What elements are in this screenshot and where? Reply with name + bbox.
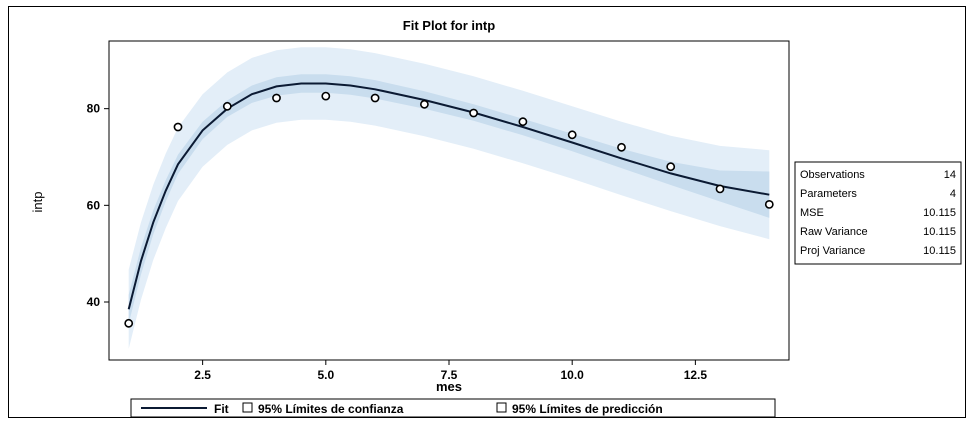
fit-layer	[127, 82, 770, 310]
y-tick-label-2: 60	[87, 198, 101, 212]
y-axis-label: intp	[30, 192, 45, 213]
x-axis-label: mes	[436, 379, 462, 394]
data-point-10	[567, 130, 577, 140]
data-point-4	[272, 93, 281, 103]
legend: Fit 95% Límites de confianza 95% Límites…	[130, 398, 776, 418]
x-axis: 2.5 5.0 7.5 10.0 12.5	[194, 360, 707, 382]
data-point-13	[715, 184, 725, 194]
legend-fit-label: Fit	[214, 402, 229, 416]
chart-title: Fit Plot for intp	[403, 18, 495, 33]
data-point-2	[173, 122, 183, 132]
stats-value-1: 14	[944, 169, 956, 181]
stats-table-border	[794, 161, 962, 265]
data-point-3	[222, 101, 232, 111]
stats-value-3: 10.115	[923, 207, 956, 219]
fit-line	[127, 82, 770, 310]
data-point-6	[370, 93, 380, 103]
data-point-5	[321, 91, 331, 101]
stats-label-2: Parameters	[800, 188, 857, 200]
x-tick-label-3: 7.5	[441, 368, 458, 382]
stats-value-4: 10.115	[923, 226, 956, 238]
stats-label-3: MSE	[800, 207, 824, 219]
y-tick-label-3: 80	[87, 102, 101, 116]
x-tick-label-1: 2.5	[194, 368, 211, 382]
stats-rows: Observations 14 Parameters 4 MSE 10.115 Raw Va…	[800, 169, 956, 257]
data-point-7	[419, 99, 429, 109]
prediction-band	[128, 47, 770, 349]
data-point-12	[666, 162, 676, 172]
legend-confidence-box-symbol	[242, 402, 253, 413]
stats-value-5: 10.115	[923, 245, 956, 257]
x-tick-label-2: 5.0	[317, 368, 334, 382]
legend-prediction-box-symbol	[496, 402, 507, 413]
points-layer	[124, 91, 774, 328]
data-point-1	[124, 318, 134, 328]
fit-plot-chart: Fit Plot for intp 2.5 5.0 7.5 10.0 12.5 40 60…	[30, 18, 962, 418]
y-axis: 40 60 80	[87, 102, 109, 309]
data-point-9	[518, 117, 528, 127]
stats-label-1: Observations	[800, 169, 865, 181]
y-tick-label-1: 40	[87, 295, 101, 309]
data-point-8	[469, 108, 478, 118]
bands-layer	[128, 47, 770, 349]
stats-value-2: 4	[950, 188, 956, 200]
stats-label-5: Proj Variance	[800, 245, 865, 257]
stats-label-4: Raw Variance	[800, 226, 868, 238]
x-tick-label-4: 10.0	[561, 368, 585, 382]
stats-table: Observations 14 Parameters 4 MSE 10.115 Raw Va…	[794, 161, 962, 265]
data-point-14	[764, 199, 774, 209]
x-tick-label-5: 12.5	[684, 368, 708, 382]
data-point-11	[617, 142, 626, 152]
figure-frame: Fit Plot for intp 2.5 5.0 7.5 10.0 12.5 40 60…	[8, 6, 966, 418]
legend-prediction-label: 95% Límites de predicción	[512, 402, 663, 416]
legend-confidence-label: 95% Límites de confianza	[258, 402, 404, 416]
